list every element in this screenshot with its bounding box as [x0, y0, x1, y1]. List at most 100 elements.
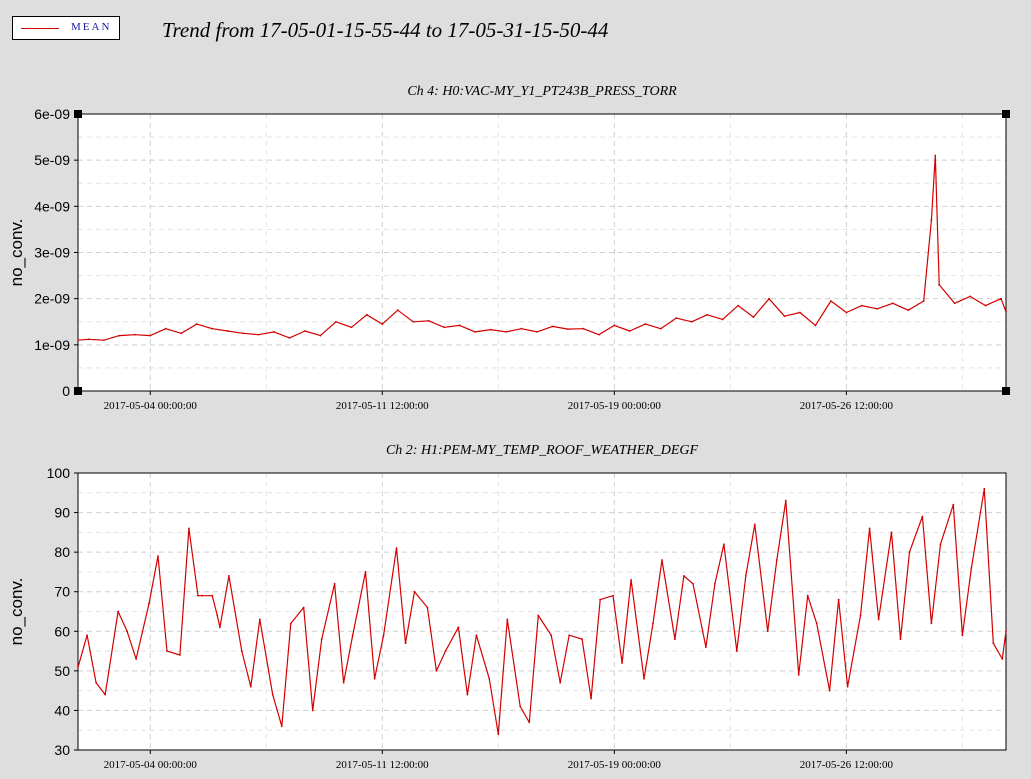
x-tick-label: 2017-05-26 12:00:00 — [800, 759, 894, 771]
data-point — [597, 333, 600, 336]
data-point — [506, 618, 509, 621]
data-point — [675, 317, 678, 319]
data-point — [280, 725, 283, 728]
data-point — [258, 618, 261, 621]
data-point — [364, 571, 367, 573]
data-point — [396, 309, 399, 312]
data-point — [938, 283, 941, 286]
data-point — [643, 677, 645, 680]
data-point — [334, 320, 337, 323]
data-point — [211, 594, 214, 597]
corner-handle — [1002, 387, 1010, 395]
data-point — [613, 324, 616, 327]
data-point — [721, 318, 724, 321]
data-point — [890, 531, 893, 534]
data-point — [797, 673, 800, 676]
data-point — [197, 594, 199, 597]
data-point — [845, 311, 848, 314]
data-point — [806, 594, 809, 597]
data-point — [752, 316, 755, 319]
data-point — [768, 297, 770, 300]
data-point — [242, 332, 244, 335]
data-point — [520, 327, 523, 330]
panel-title: Ch 4: H0:VAC-MY_Y1_PT243B_PRESS_TORR — [407, 84, 677, 99]
data-point — [289, 622, 292, 625]
data-point — [195, 323, 198, 325]
data-point — [568, 634, 571, 637]
data-point — [257, 333, 260, 336]
data-point — [907, 309, 910, 312]
data-point — [333, 582, 336, 585]
y-tick-label: 2e-09 — [34, 291, 70, 307]
data-point — [365, 313, 368, 316]
chart-panel-1: 0 1e-09 2e-09 3e-09 4e-09 5e-09 6e-09 2017-05-0… — [7, 84, 1010, 412]
data-point — [868, 527, 871, 530]
data-point — [86, 634, 89, 637]
data-point — [891, 302, 894, 305]
data-point — [457, 626, 460, 629]
data-point — [969, 295, 972, 298]
data-point — [828, 689, 831, 692]
data-point — [474, 331, 477, 333]
data-point — [661, 559, 663, 561]
data-point — [102, 339, 105, 342]
data-point — [567, 328, 569, 331]
series-points — [77, 487, 1007, 736]
data-point — [621, 662, 623, 664]
data-point — [77, 339, 79, 342]
data-point — [1001, 658, 1004, 660]
y-tick-label: 40 — [54, 702, 70, 718]
data-point — [837, 598, 840, 601]
data-point — [934, 154, 937, 157]
data-point — [228, 574, 230, 577]
data-point — [351, 634, 354, 637]
data-point — [766, 630, 769, 633]
data-point — [744, 574, 747, 577]
data-point — [87, 338, 90, 341]
data-point — [922, 300, 925, 302]
data-point — [659, 327, 662, 330]
data-point — [179, 654, 181, 656]
x-tick-label: 2017-05-11 12:00:00 — [336, 759, 429, 771]
data-point — [444, 650, 447, 652]
data-point — [489, 328, 492, 331]
data-point — [737, 304, 739, 307]
data-point — [704, 646, 707, 649]
data-point — [644, 323, 647, 325]
data-point — [126, 630, 128, 633]
data-point — [458, 324, 461, 327]
data-point — [271, 693, 274, 696]
chart-panel-2: 30 40 50 60 70 80 90 100 2017-05-04 00:00:00 2017… — [7, 443, 1007, 771]
corner-handle — [74, 387, 82, 395]
data-point — [497, 733, 500, 736]
x-tick-label: 2017-05-26 12:00:00 — [800, 400, 894, 412]
data-point — [899, 638, 902, 641]
data-point — [488, 677, 491, 680]
series-line-mean — [77, 488, 1007, 735]
x-tick-label: 2017-05-19 00:00:00 — [568, 400, 662, 412]
y-tick-label: 3e-09 — [34, 245, 70, 261]
data-point — [95, 681, 98, 684]
data-point — [320, 638, 323, 641]
data-point — [876, 307, 879, 310]
y-tick-label: 50 — [54, 663, 70, 679]
data-point — [413, 590, 416, 593]
data-point — [180, 332, 183, 335]
data-point — [117, 610, 119, 613]
data-point — [612, 594, 614, 597]
data-point — [775, 559, 778, 561]
data-point — [722, 543, 725, 546]
data-point — [559, 681, 562, 684]
data-point — [690, 320, 693, 323]
data-point — [427, 319, 430, 322]
corner-handle — [74, 110, 82, 118]
data-point — [992, 642, 995, 645]
data-point — [1000, 297, 1002, 300]
data-point — [930, 622, 933, 625]
data-point — [166, 650, 168, 652]
x-tick-label: 2017-05-19 00:00:00 — [568, 759, 662, 771]
legend: MEAN — [12, 16, 120, 40]
data-point — [939, 543, 942, 546]
data-point — [466, 693, 469, 696]
